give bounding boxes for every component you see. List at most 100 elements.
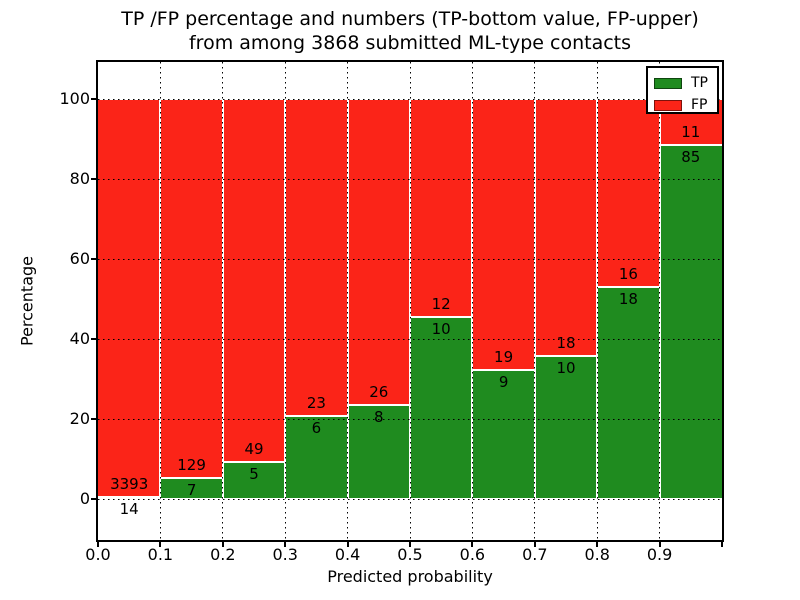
bar-fp-segment (98, 99, 161, 498)
bar-tp-segment (222, 461, 286, 499)
tp-count-label: 9 (498, 373, 509, 392)
bar-boundary-edge (472, 369, 535, 372)
fp-count-label: 18 (556, 334, 576, 353)
x-axis-label: Predicted probability (327, 567, 493, 586)
bar-tp-segment (410, 317, 473, 499)
chart-title: TP /FP percentage and numbers (TP-bottom… (98, 7, 722, 55)
fp-count-label: 26 (369, 382, 389, 401)
bar-fp-segment (534, 99, 598, 357)
x-tick (97, 542, 99, 547)
bar-boundary-edge (410, 316, 473, 319)
y-tick-label: 20 (69, 409, 90, 428)
y-tick-label: 100 (59, 89, 90, 108)
bar-boundary-edge (285, 415, 348, 418)
fp-count-label: 129 (177, 456, 206, 475)
x-tick-label: 0.8 (584, 545, 610, 564)
bar-boundary-edge (222, 460, 286, 463)
x-tick (159, 542, 162, 547)
x-tick (346, 542, 349, 547)
bar-tp-segment (347, 404, 410, 499)
x-tick-label: 0.7 (522, 545, 548, 564)
bar-tp-segment (597, 287, 660, 499)
bar-fp-segment (347, 99, 410, 405)
y-tick (91, 98, 96, 100)
legend: TP FP (646, 66, 719, 114)
y-tick-label: 40 (69, 329, 90, 348)
bar-boundary-edge (347, 403, 410, 406)
legend-swatch-tp (654, 77, 682, 89)
bar-fp-segment (597, 99, 660, 288)
bar-fp-segment (410, 99, 473, 318)
y-tick (91, 258, 96, 260)
y-tick-label: 0 (79, 489, 90, 508)
bar-fp-segment (222, 99, 286, 462)
bar-tp-segment (472, 370, 535, 499)
x-tick (471, 542, 474, 547)
y-tick (91, 418, 96, 420)
tp-count-label: 10 (556, 359, 576, 378)
chart-title-line2: from among 3868 submitted ML-type contac… (188, 32, 632, 54)
tp-count-label: 10 (431, 320, 451, 339)
y-tick (91, 178, 96, 180)
x-tick-label: 0.9 (646, 545, 673, 564)
gridline-vertical (159, 62, 161, 540)
x-tick (409, 542, 411, 547)
gridline-vertical (534, 62, 536, 540)
bar-boundary-edge (534, 355, 598, 358)
x-tick-label: 0.6 (459, 545, 486, 564)
legend-label-tp: TP (691, 75, 708, 91)
fp-count-label: 16 (618, 265, 638, 284)
chart-title-line1: TP /FP percentage and numbers (TP-bottom… (121, 8, 699, 30)
gridline-vertical (596, 62, 598, 540)
x-tick (533, 542, 536, 547)
x-tick-label: 0.2 (210, 545, 236, 564)
bar-tp-segment (659, 144, 722, 499)
legend-row: TP (648, 72, 717, 94)
y-tick (91, 338, 96, 340)
y-tick (91, 498, 96, 500)
y-tick-label: 80 (69, 169, 90, 188)
fp-count-label: 12 (431, 295, 451, 314)
plot-area: 3393 14 129 7 49 5 23 6 26 8 12 10 19 9 18 10 16 18 11 85 TP… (98, 62, 722, 540)
gridline-vertical (659, 62, 661, 540)
x-tick-label: 0.5 (397, 545, 423, 564)
tp-count-label: 85 (681, 147, 701, 166)
x-tick-label: 0.3 (272, 545, 298, 564)
x-tick (596, 542, 599, 547)
gridline-vertical (222, 62, 224, 540)
x-tick (721, 542, 723, 547)
fp-count-label: 23 (306, 394, 326, 413)
gridline-vertical (471, 62, 473, 540)
tp-count-label: 6 (311, 419, 322, 438)
x-tick-label: 0.0 (85, 545, 111, 564)
bar-boundary-edge (160, 477, 223, 480)
x-tick (284, 542, 287, 547)
x-tick-label: 0.4 (334, 545, 361, 564)
tp-count-label: 7 (186, 481, 197, 500)
bar-tp-segment (534, 356, 598, 499)
x-tick-label: 0.1 (147, 545, 174, 564)
tp-count-label: 14 (119, 500, 139, 519)
gridline-vertical (284, 62, 286, 540)
bar-boundary-edge (659, 143, 722, 146)
fp-count-label: 3393 (110, 475, 149, 494)
tp-count-label: 5 (249, 464, 259, 483)
gridline-vertical (347, 62, 349, 540)
legend-row: FP (648, 94, 717, 116)
bar-fp-segment (160, 99, 223, 479)
tp-count-label: 18 (618, 290, 638, 309)
x-tick (221, 542, 224, 547)
gridline-vertical (409, 62, 411, 540)
y-axis-label: Percentage (17, 255, 37, 347)
bar-boundary-edge (597, 286, 660, 289)
bar-fp-segment (285, 99, 348, 417)
bar-boundary-edge (98, 496, 161, 499)
bar-fp-segment (472, 99, 535, 371)
fp-count-label: 49 (244, 439, 264, 458)
bar-tp-segment (285, 416, 348, 499)
bar-tp-segment (160, 478, 223, 499)
y-tick-label: 60 (69, 249, 90, 268)
fp-count-label: 11 (681, 122, 701, 141)
legend-swatch-fp (654, 99, 682, 111)
